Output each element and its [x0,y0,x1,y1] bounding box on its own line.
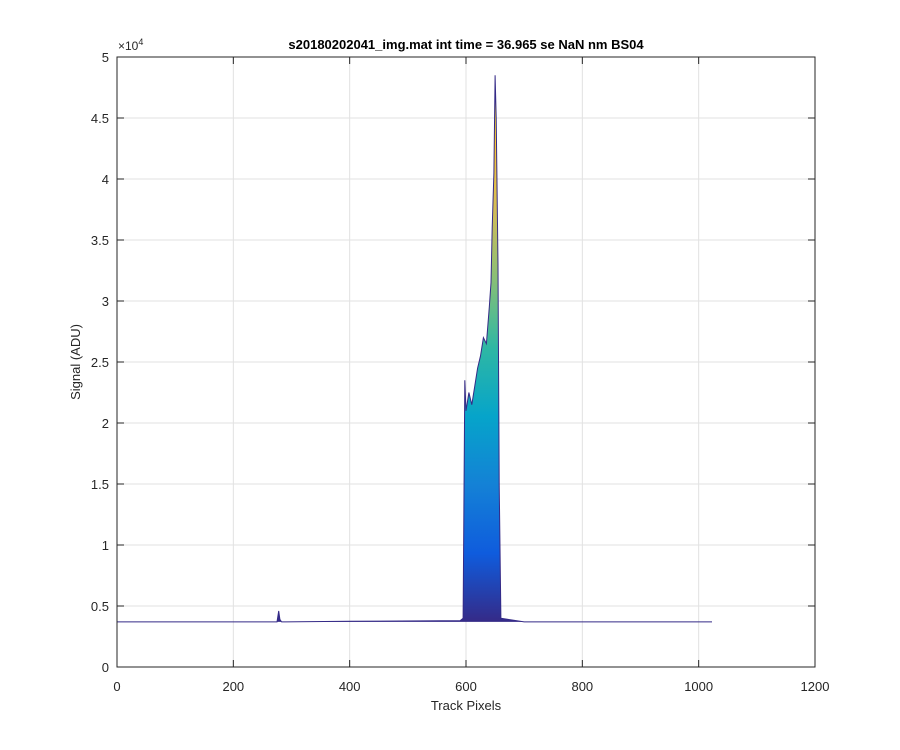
y-tick-label: 1 [102,538,109,553]
y-tick-labels: 0 0.5 1 1.5 2 2.5 3 3.5 4 4.5 5 [91,50,109,675]
y-tick-label: 3.5 [91,233,109,248]
data-layer [117,75,712,623]
signal-line [117,75,712,623]
y-axis-exponent-power: 4 [138,37,143,47]
y-tick-label: 3 [102,294,109,309]
y-tick-label: 0.5 [91,599,109,614]
x-tick-labels: 0 200 400 600 800 1000 1200 [113,679,829,694]
y-tick-label: 2 [102,416,109,431]
y-tick-label: 4 [102,172,109,187]
x-tick-label: 800 [571,679,593,694]
y-tick-label: 2.5 [91,355,109,370]
x-tick-label: 1200 [801,679,830,694]
x-tick-label: 200 [222,679,244,694]
x-axis-label: Track Pixels [431,698,502,713]
grid [117,57,815,667]
y-tick-label: 4.5 [91,111,109,126]
tick-marks [116,56,816,668]
y-axis-exponent: ×104 [118,37,143,53]
y-tick-label: 1.5 [91,477,109,492]
y-tick-label: 5 [102,50,109,65]
x-tick-label: 1000 [684,679,713,694]
x-tick-label: 400 [339,679,361,694]
x-tick-label: 600 [455,679,477,694]
x-tick-label: 0 [113,679,120,694]
y-axis-label: Signal (ADU) [68,324,83,400]
chart-title: s20180202041_img.mat int time = 36.965 s… [288,37,644,52]
y-tick-label: 0 [102,660,109,675]
y-axis-exponent-base: ×10 [118,39,139,53]
